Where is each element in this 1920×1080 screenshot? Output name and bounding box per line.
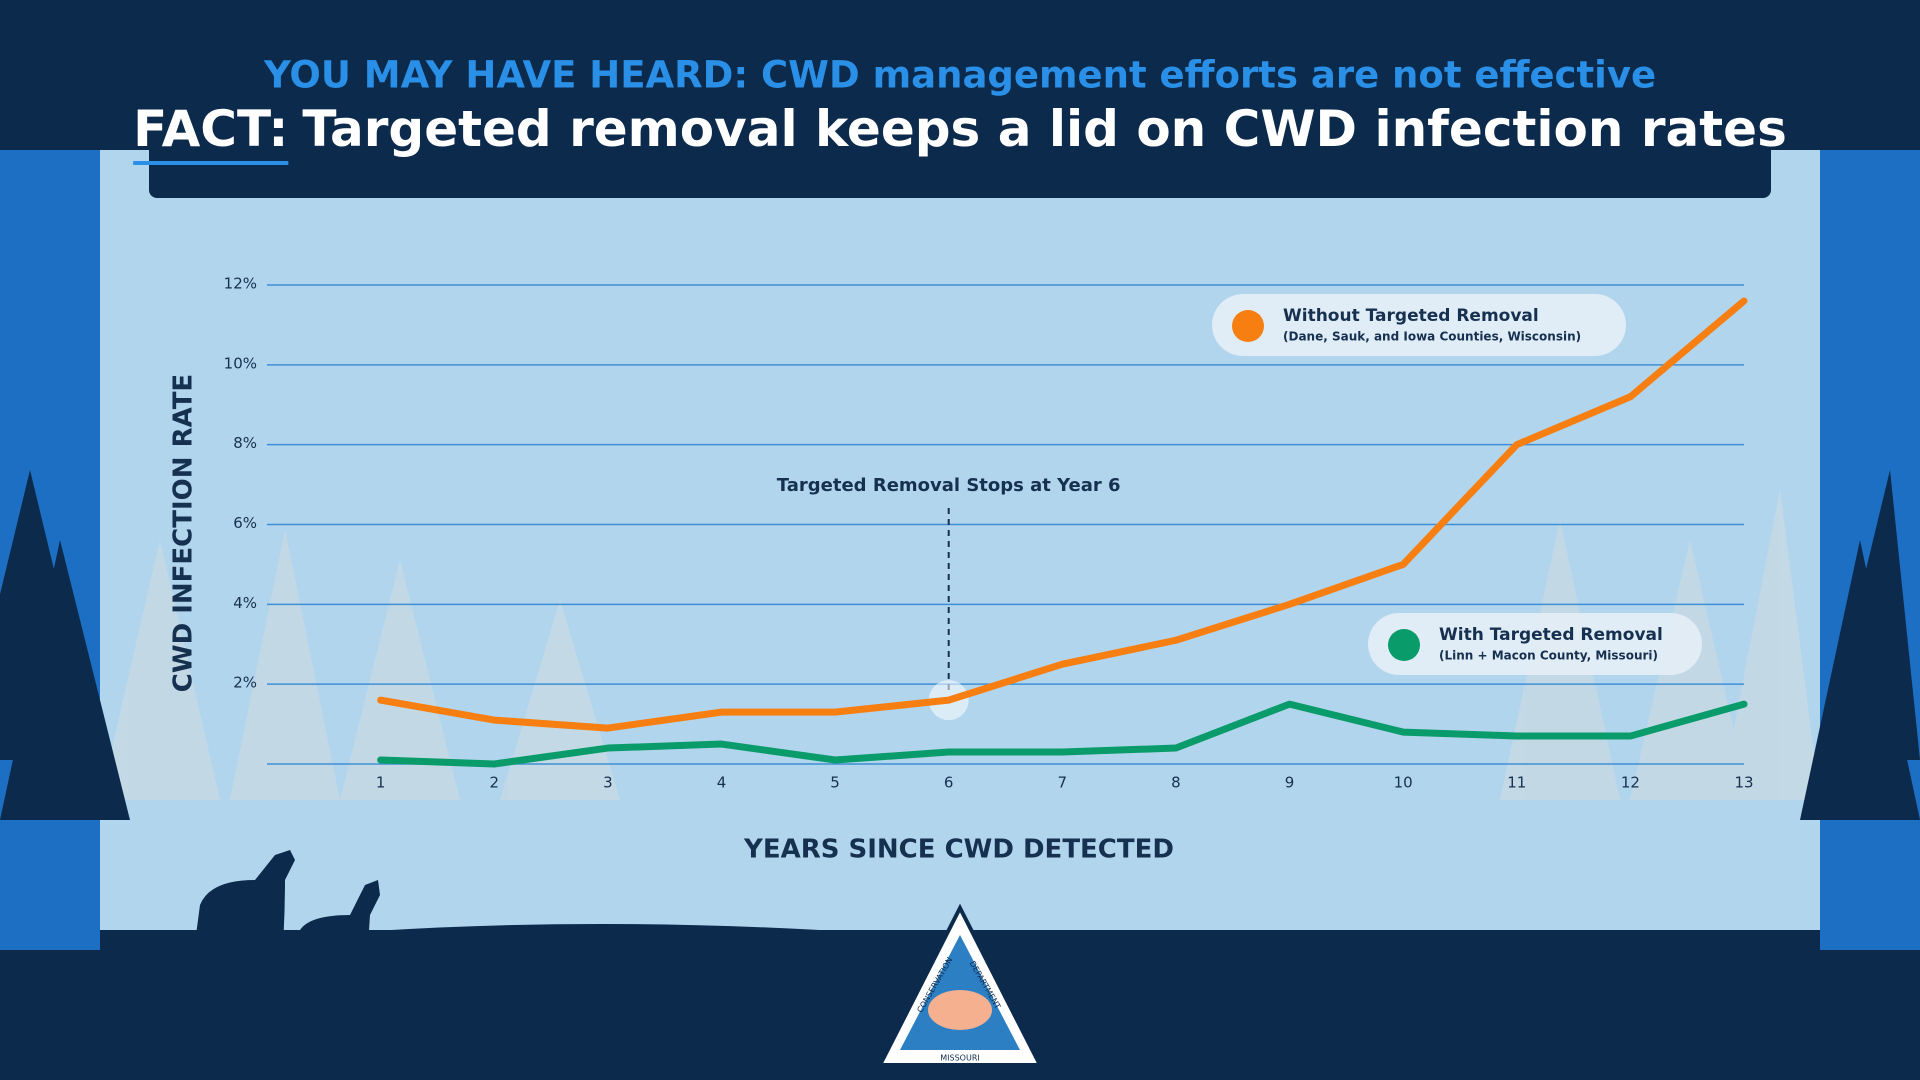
x-tick-label: 11 [1507,774,1526,792]
x-tick-label: 8 [1171,774,1181,792]
y-tick-label: 10% [224,354,257,372]
y-axis-label: CWD INFECTION RATE [169,374,199,692]
series-line [377,297,1748,732]
x-tick-label: 5 [830,774,840,792]
y-tick-label: 12% [224,275,257,293]
y-tick-label: 6% [233,514,257,532]
kicker: YOU MAY HAVE HEARD: CWD management effor… [263,54,1656,97]
legend-swatch [1232,310,1264,342]
y-tick-label: 4% [233,594,257,612]
x-tick-label: 2 [489,774,499,792]
x-tick-label: 6 [944,774,954,792]
foreground-trees [0,470,1920,820]
logo-bottom: MISSOURI [940,1054,980,1063]
y-tick-label: 2% [233,674,257,692]
x-tick-label: 12 [1621,774,1640,792]
chart-title: FACT: Targeted removal keeps a lid on CWD… [133,100,1787,158]
plot-background [100,140,1820,1000]
series-line [377,700,1748,768]
x-tick-label: 7 [1058,774,1068,792]
x-tick-label: 1 [376,774,386,792]
deer [190,850,380,985]
x-tick-label: 10 [1394,774,1413,792]
x-axis-label: YEARS SINCE CWD DETECTED [743,835,1174,865]
legend-description: (Linn + Macon County, Missouri) [1439,649,1658,663]
legend-label: Without Targeted Removal [1283,306,1539,326]
x-tick-label: 4 [717,774,727,792]
legend-description: (Dane, Sauk, and Iowa Counties, Wisconsi… [1283,330,1581,344]
annotation-text: Targeted Removal Stops at Year 6 [777,475,1121,496]
title-lead: FACT: [133,100,288,158]
header-panel [149,120,1771,198]
logo: CONSERVATION DEPARTMENT MISSOURI [876,903,1044,1067]
y-tick-label: 8% [233,434,257,452]
title-text: Targeted removal keeps a lid on CWD infe… [302,100,1787,158]
title-underline [133,161,289,165]
legend-box [1368,613,1702,675]
x-tick-label: 9 [1285,774,1295,792]
legend-box [1212,294,1626,356]
legend-label: With Targeted Removal [1439,625,1663,645]
x-tick-label: 3 [603,774,613,792]
x-tick-label: 13 [1734,774,1753,792]
legend-swatch [1388,629,1420,661]
